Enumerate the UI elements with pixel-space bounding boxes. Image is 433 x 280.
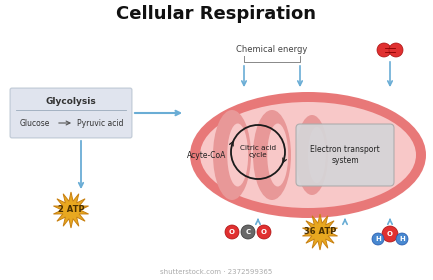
FancyBboxPatch shape xyxy=(296,124,394,186)
Text: 2 ATP: 2 ATP xyxy=(58,206,84,214)
Ellipse shape xyxy=(267,123,288,186)
Text: Chemical energy: Chemical energy xyxy=(236,45,308,55)
Circle shape xyxy=(372,233,384,245)
Ellipse shape xyxy=(200,102,416,208)
Text: O: O xyxy=(387,231,393,237)
Text: Electron transport
system: Electron transport system xyxy=(310,145,380,165)
Polygon shape xyxy=(303,214,338,250)
Circle shape xyxy=(377,43,391,57)
Circle shape xyxy=(257,225,271,239)
Text: C: C xyxy=(246,229,251,235)
Text: O: O xyxy=(229,229,235,235)
Circle shape xyxy=(382,226,398,242)
Text: Acyte-CoA: Acyte-CoA xyxy=(187,151,227,160)
Text: H: H xyxy=(399,236,405,242)
Circle shape xyxy=(396,233,408,245)
Text: H: H xyxy=(375,236,381,242)
Ellipse shape xyxy=(308,127,326,183)
Ellipse shape xyxy=(190,92,426,218)
Text: Citric acid
cycle: Citric acid cycle xyxy=(240,146,276,158)
Ellipse shape xyxy=(253,110,291,200)
Circle shape xyxy=(389,43,403,57)
Text: 36 ATP: 36 ATP xyxy=(304,227,336,237)
FancyBboxPatch shape xyxy=(10,88,132,138)
Text: Pyruvic acid: Pyruvic acid xyxy=(77,118,123,127)
Text: Glycolysis: Glycolysis xyxy=(45,97,97,106)
Ellipse shape xyxy=(227,123,248,186)
Text: O: O xyxy=(261,229,267,235)
Text: Cellular Respiration: Cellular Respiration xyxy=(116,5,316,23)
Circle shape xyxy=(225,225,239,239)
Text: shutterstock.com · 2372599365: shutterstock.com · 2372599365 xyxy=(160,269,272,275)
Polygon shape xyxy=(53,192,89,228)
Circle shape xyxy=(241,225,255,239)
Ellipse shape xyxy=(213,110,251,200)
Text: Glucose: Glucose xyxy=(20,118,50,127)
Ellipse shape xyxy=(296,115,328,195)
